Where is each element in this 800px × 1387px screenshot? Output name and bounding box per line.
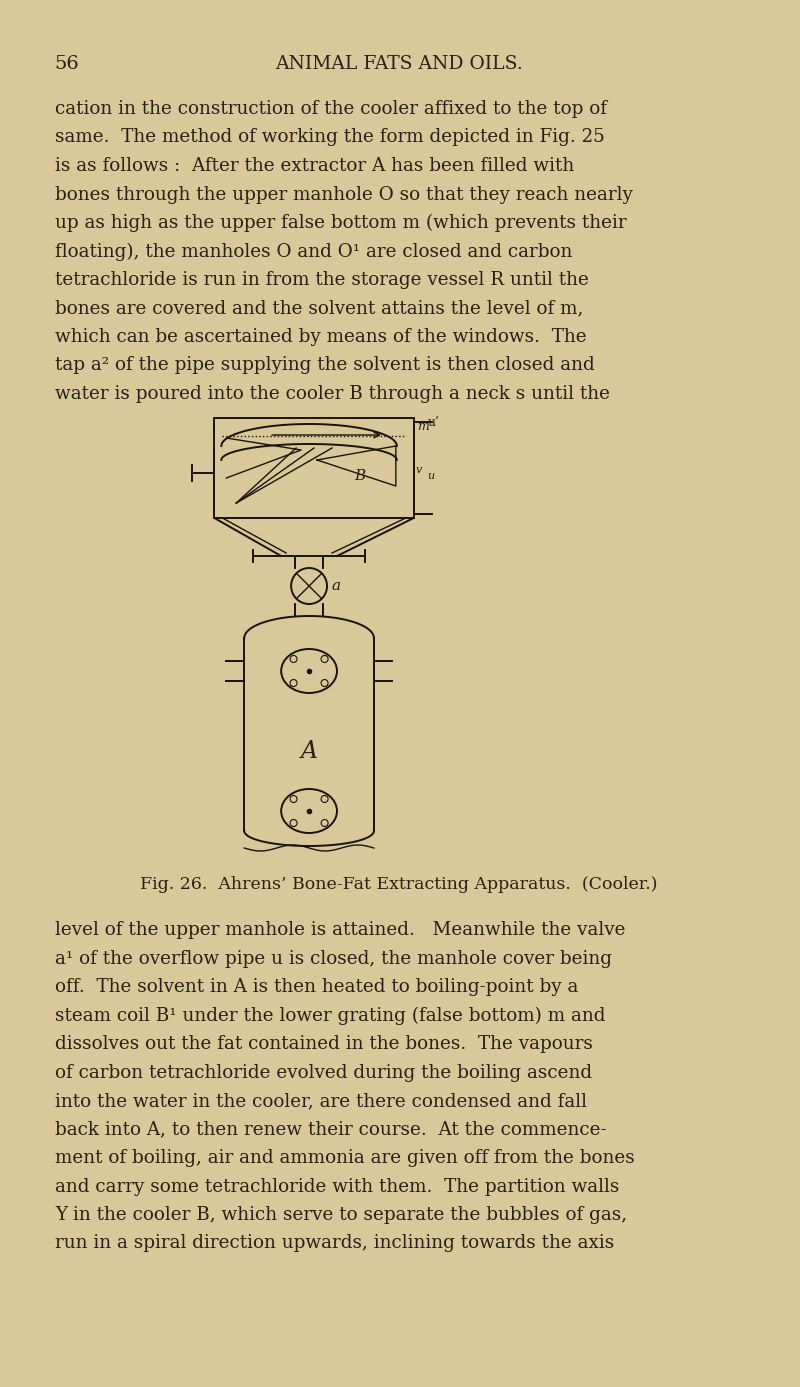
Text: is as follows :  After the extractor A has been filled with: is as follows : After the extractor A ha… bbox=[55, 157, 574, 175]
Text: bones through the upper manhole O so that they reach nearly: bones through the upper manhole O so tha… bbox=[55, 186, 633, 204]
Text: tap a² of the pipe supplying the solvent is then closed and: tap a² of the pipe supplying the solvent… bbox=[55, 356, 594, 374]
Text: u’: u’ bbox=[428, 416, 440, 429]
Text: bones are covered and the solvent attains the level of m,: bones are covered and the solvent attain… bbox=[55, 300, 583, 318]
Text: v: v bbox=[416, 465, 422, 474]
Text: and carry some tetrachloride with them.  The partition walls: and carry some tetrachloride with them. … bbox=[55, 1178, 619, 1196]
Text: floating), the manholes O and O¹ are closed and carbon: floating), the manholes O and O¹ are clo… bbox=[55, 243, 572, 261]
Text: water is poured into the cooler B through a neck s until the: water is poured into the cooler B throug… bbox=[55, 386, 610, 404]
Text: back into A, to then renew their course.  At the commence-: back into A, to then renew their course.… bbox=[55, 1121, 606, 1139]
Text: into the water in the cooler, are there condensed and fall: into the water in the cooler, are there … bbox=[55, 1092, 587, 1110]
Text: up as high as the upper false bottom m (which prevents their: up as high as the upper false bottom m (… bbox=[55, 214, 626, 232]
Text: tetrachloride is run in from the storage vessel R until the: tetrachloride is run in from the storage… bbox=[55, 270, 589, 288]
Text: 56: 56 bbox=[55, 55, 79, 74]
Text: level of the upper manhole is attained.   Meanwhile the valve: level of the upper manhole is attained. … bbox=[55, 921, 626, 939]
Text: ANIMAL FATS AND OILS.: ANIMAL FATS AND OILS. bbox=[275, 55, 522, 74]
Text: a¹ of the overflow pipe u is closed, the manhole cover being: a¹ of the overflow pipe u is closed, the… bbox=[55, 950, 612, 968]
Text: of carbon tetrachloride evolved during the boiling ascend: of carbon tetrachloride evolved during t… bbox=[55, 1064, 592, 1082]
Text: which can be ascertained by means of the windows.  The: which can be ascertained by means of the… bbox=[55, 327, 586, 345]
Text: run in a spiral direction upwards, inclining towards the axis: run in a spiral direction upwards, incli… bbox=[55, 1234, 614, 1252]
Bar bbox=[214, 417, 414, 517]
Text: steam coil B¹ under the lower grating (false bottom) m and: steam coil B¹ under the lower grating (f… bbox=[55, 1007, 606, 1025]
Text: m: m bbox=[417, 420, 429, 433]
Text: B: B bbox=[354, 469, 365, 483]
Text: cation in the construction of the cooler affixed to the top of: cation in the construction of the cooler… bbox=[55, 100, 607, 118]
Text: a: a bbox=[331, 578, 340, 594]
Text: ment of boiling, air and ammonia are given off from the bones: ment of boiling, air and ammonia are giv… bbox=[55, 1148, 634, 1166]
Text: Y in the cooler B, which serve to separate the bubbles of gas,: Y in the cooler B, which serve to separa… bbox=[55, 1207, 627, 1223]
Text: A: A bbox=[301, 739, 318, 763]
Text: u: u bbox=[428, 472, 435, 481]
Text: same.  The method of working the form depicted in Fig. 25: same. The method of working the form dep… bbox=[55, 129, 605, 147]
Text: off.  The solvent in A is then heated to boiling-point by a: off. The solvent in A is then heated to … bbox=[55, 978, 578, 996]
Text: dissolves out the fat contained in the bones.  The vapours: dissolves out the fat contained in the b… bbox=[55, 1035, 593, 1053]
Text: Fig. 26.  Ahrens’ Bone-Fat Extracting Apparatus.  (Cooler.): Fig. 26. Ahrens’ Bone-Fat Extracting App… bbox=[140, 877, 658, 893]
